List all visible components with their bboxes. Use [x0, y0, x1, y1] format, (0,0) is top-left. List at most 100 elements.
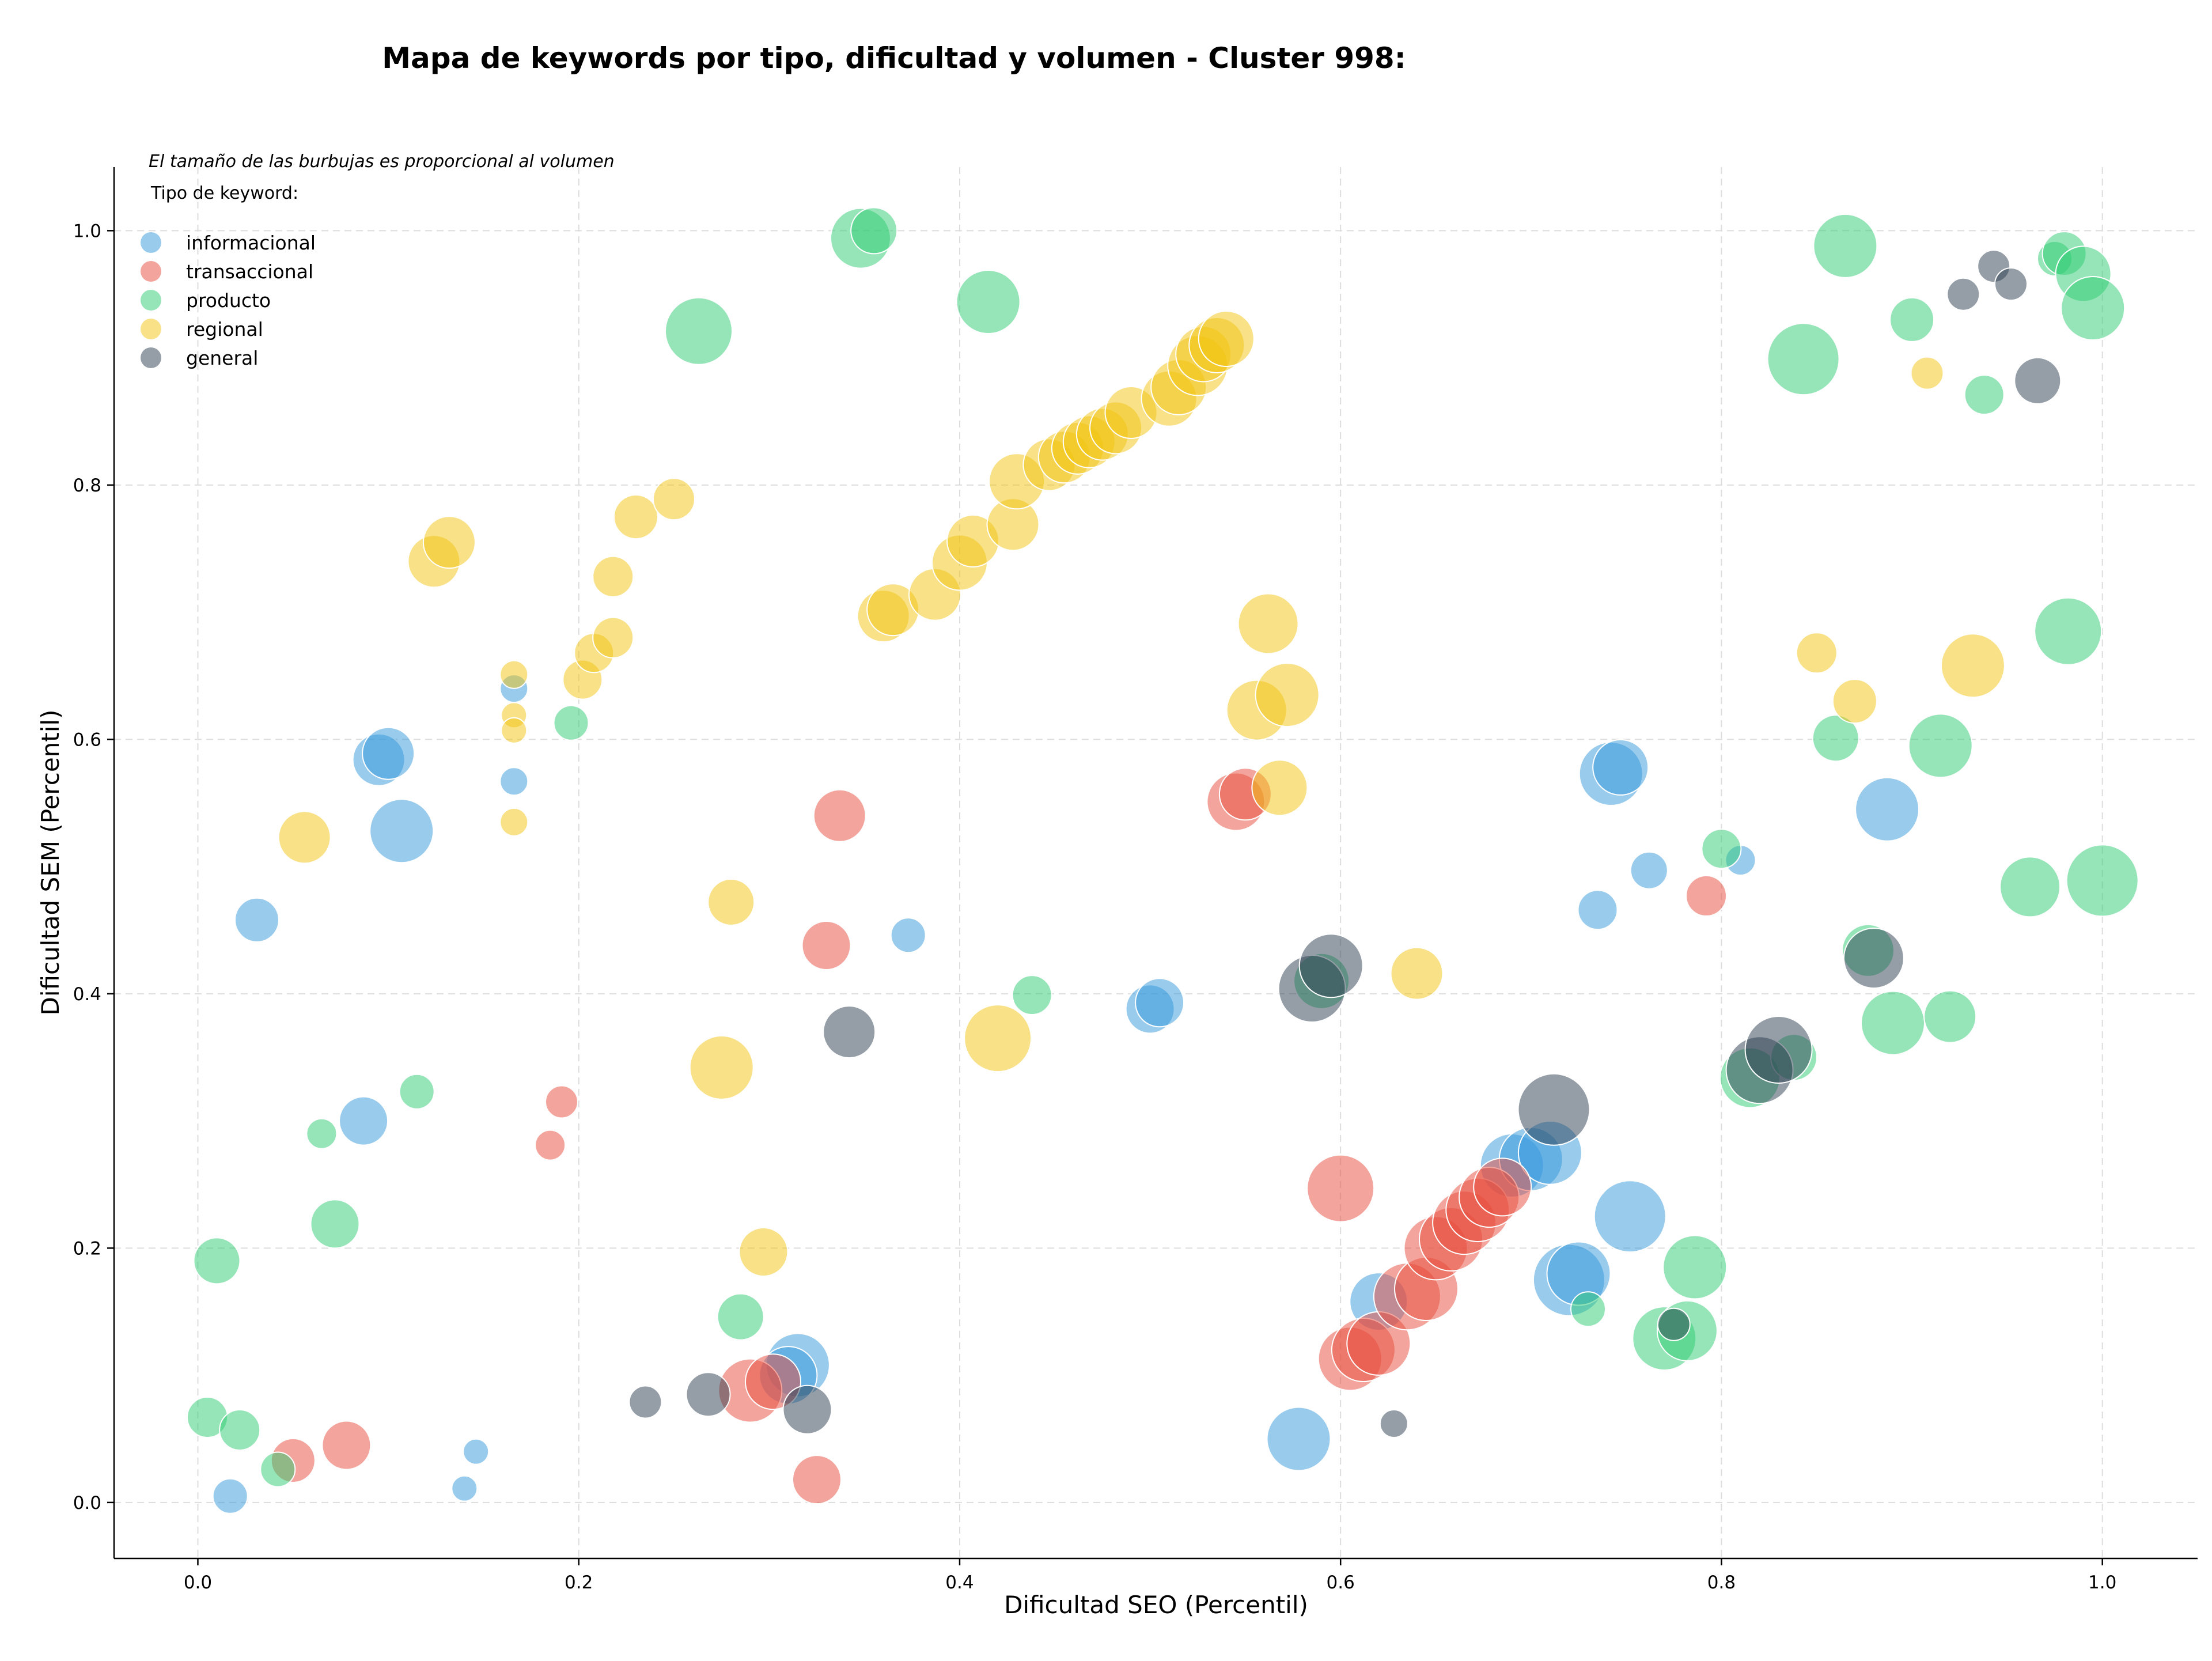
y-axis-label: Dificultad SEM (Percentil)	[36, 710, 65, 1016]
bubble-transaccional	[792, 1455, 842, 1505]
bubble-regional	[1198, 311, 1255, 367]
x-tick-label: 0.8	[1707, 1572, 1736, 1593]
bubble-general	[1657, 1307, 1691, 1341]
bubble-regional	[499, 807, 529, 837]
bubble-regional	[653, 478, 695, 521]
y-tick-label: 0.4	[73, 984, 101, 1005]
bubble-producto	[1964, 374, 2005, 415]
bubble-informacional	[890, 917, 926, 954]
bubble-general	[1946, 277, 1980, 311]
legend-label-producto: producto	[186, 289, 271, 312]
bubble-general	[1744, 1016, 1813, 1084]
bubble-transaccional	[321, 1420, 372, 1470]
legend-label-general: general	[186, 347, 258, 369]
bubble-informacional	[1630, 851, 1668, 890]
bubble-producto	[1570, 1291, 1606, 1327]
legend-note: El tamaño de las burbujas es proporciona…	[149, 152, 615, 172]
bubble-regional	[1237, 593, 1299, 654]
bubble-producto	[1889, 297, 1935, 342]
x-tick-label: 0.2	[565, 1572, 593, 1593]
bubble-producto	[1813, 213, 1878, 278]
bubble-informacional	[1135, 978, 1185, 1028]
x-axis-label: Dificultad SEO (Percentil)	[1004, 1591, 1308, 1619]
x-tick-label: 1.0	[2088, 1572, 2116, 1593]
legend-label-regional: regional	[186, 318, 263, 340]
x-tick-label: 0.6	[1327, 1572, 1355, 1593]
bubble-regional	[1255, 663, 1320, 728]
bubble-informacional	[1266, 1406, 1331, 1471]
bubble-regional	[278, 811, 331, 864]
y-tick-label: 0.0	[73, 1493, 101, 1514]
bubble-informacional	[1593, 1180, 1666, 1253]
bubble-transaccional	[801, 921, 851, 970]
bubble-general	[685, 1372, 731, 1417]
bubble-producto	[1701, 828, 1742, 869]
bubble-informacional	[451, 1475, 478, 1502]
bubble-transaccional	[545, 1085, 578, 1119]
bubble-regional	[1251, 759, 1308, 816]
legend-label-informacional: informacional	[186, 232, 316, 254]
bubble-regional	[707, 878, 755, 926]
bubble-producto	[306, 1118, 338, 1149]
bubble-regional	[499, 660, 529, 689]
bubble-regional	[422, 516, 476, 569]
bubble-producto	[1812, 714, 1859, 762]
legend-marker-producto	[141, 290, 161, 311]
y-tick-label: 0.2	[73, 1238, 101, 1259]
bubble-producto	[2034, 597, 2103, 665]
bubble-regional	[1910, 356, 1944, 390]
bubble-general	[1994, 267, 2028, 301]
bubble-producto	[260, 1451, 296, 1488]
bubble-informacional	[369, 799, 434, 864]
bubble-producto	[2061, 276, 2126, 340]
y-tick-label: 0.6	[73, 729, 101, 750]
bubble-informacional	[234, 897, 279, 943]
bubble-general	[782, 1384, 832, 1435]
bubble-transaccional	[1306, 1154, 1375, 1223]
y-tick-label: 1.0	[73, 221, 101, 241]
bubble-regional	[592, 616, 634, 659]
bubble-producto	[1923, 990, 1977, 1043]
bubble-producto	[850, 207, 898, 255]
bubble-producto	[399, 1073, 435, 1110]
legend-title: Tipo de keyword:	[150, 183, 298, 203]
bubble-transaccional	[745, 1353, 801, 1410]
bubble-regional	[1940, 633, 2005, 698]
bubble-regional	[738, 1227, 789, 1277]
bubble-informacional	[1855, 777, 1920, 842]
x-tick-label: 0.0	[184, 1572, 212, 1593]
bubble-informacional	[499, 767, 529, 796]
legend-marker-general	[141, 347, 161, 368]
y-tick-label: 0.8	[73, 475, 101, 496]
legend-marker-informacional	[141, 232, 161, 253]
bubble-transaccional	[813, 789, 866, 842]
bubble-transaccional	[1685, 875, 1727, 917]
bubble-producto	[553, 705, 589, 741]
bubble-producto	[1012, 975, 1052, 1016]
bubble-informacional	[362, 727, 415, 780]
bubbles-layer	[187, 207, 2139, 1514]
bubble-general	[2014, 357, 2062, 404]
bubble-producto	[956, 270, 1021, 334]
bubble-producto	[1999, 856, 2061, 918]
bubble-regional	[1390, 947, 1444, 1000]
bubble-informacional	[463, 1438, 490, 1465]
bubble-transaccional	[535, 1129, 566, 1161]
bubble-general	[823, 1005, 876, 1059]
legend-label-transaccional: transaccional	[186, 260, 313, 283]
legend-marker-transaccional	[141, 261, 161, 282]
bubble-informacional	[1592, 739, 1649, 796]
bubble-producto	[717, 1293, 764, 1341]
bubble-producto	[193, 1237, 241, 1285]
bubble-informacional	[1577, 890, 1618, 930]
legend-marker-regional	[141, 319, 161, 339]
bubble-general	[1379, 1409, 1408, 1438]
bubble-producto	[219, 1409, 261, 1451]
bubble-general	[1843, 928, 1904, 989]
bubble-informacional	[339, 1096, 389, 1146]
chart-title: Mapa de keywords por tipo, dificultad y …	[382, 41, 1406, 75]
legend: El tamaño de las burbujas es proporciona…	[141, 152, 615, 369]
bubble-general	[1517, 1073, 1590, 1146]
bubble-regional	[501, 717, 528, 744]
